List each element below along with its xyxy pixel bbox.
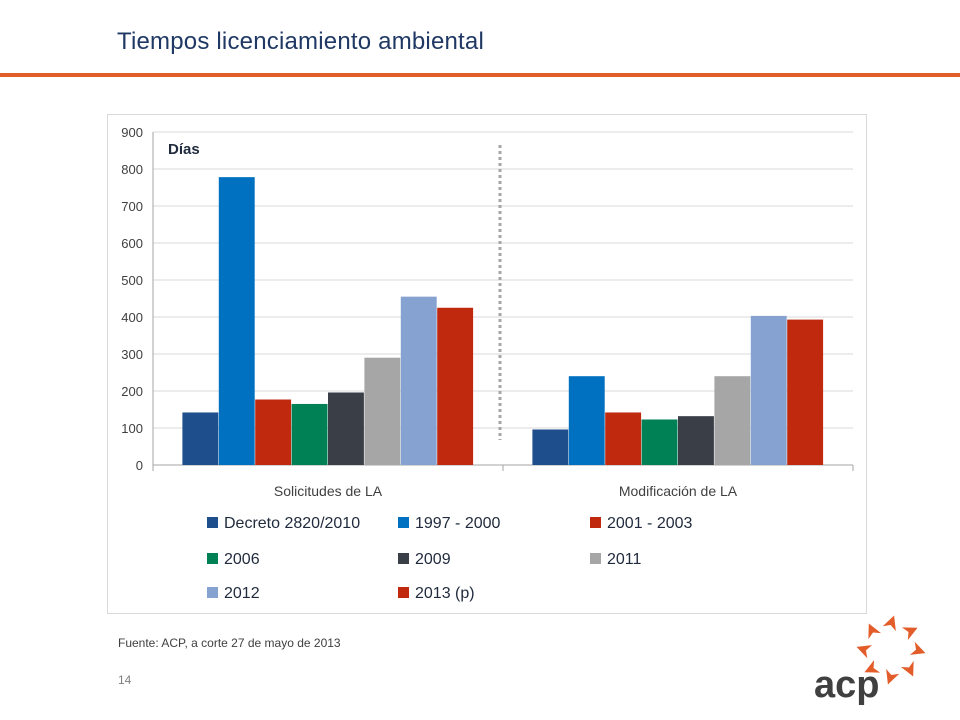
legend-swatch [398,587,409,598]
title-divider [0,73,960,77]
x-category-label: Modificación de LA [619,483,738,499]
bar [328,392,364,465]
legend-swatch [398,517,409,528]
source-note: Fuente: ACP, a corte 27 de mayo de 2013 [118,636,341,650]
bar [714,376,751,465]
bar [364,357,401,465]
legend-swatch [207,587,218,598]
y-tick-label: 100 [121,421,143,436]
bar [787,319,824,465]
acp-logo: acp [814,615,926,706]
logo-star [864,659,881,673]
bar [182,412,219,465]
bar [255,399,292,465]
y-tick-label: 400 [121,310,143,325]
bar [218,177,255,465]
legend-label: 2013 (p) [415,585,475,602]
y-tick-label: 700 [121,199,143,214]
bar [678,416,714,465]
y-tick-label: 0 [136,458,143,473]
page-number: 14 [118,673,132,687]
page-title: Tiempos licenciamiento ambiental [117,28,485,55]
y-tick-label: 600 [121,236,143,251]
gridlines [153,131,853,429]
y-tick-label: 900 [121,125,143,140]
logo-text: acp [814,664,879,706]
legend-label: 2012 [224,585,260,602]
legend: Decreto 2820/2010 1997 - 2000 2001 - 2003 2… [207,515,693,602]
bar [641,419,678,465]
bar [568,376,605,465]
legend-swatch [207,517,218,528]
legend-label: 1997 - 2000 [415,515,501,532]
legend-swatch [590,553,601,564]
legend-label: Decreto 2820/2010 [224,515,360,532]
legend-label: 2006 [224,551,260,568]
y-tick-label: 800 [121,162,143,177]
bar [291,403,328,465]
axes: 0 100 200 300 400 500 600 700 800 900 Solicitudes … [121,125,854,499]
logo-star [901,627,918,641]
bar [532,429,569,465]
bar [750,315,787,465]
logo-star [856,645,873,659]
logo-star [882,615,896,632]
y-tick-label: 200 [121,384,143,399]
logo-star [900,660,914,677]
logo-star [868,623,882,640]
legend-label: 2009 [415,551,451,568]
logo-star [909,641,926,655]
legend-swatch [590,517,601,528]
legend-swatch [207,553,218,564]
bars [182,177,824,465]
bar [400,296,437,465]
bar [605,412,642,465]
y-axis-label: Días [168,141,200,158]
x-category-label: Solicitudes de LA [274,483,383,499]
y-tick-label: 300 [121,347,143,362]
legend-label: 2001 - 2003 [607,515,693,532]
logo-star-ring-icon [856,615,926,685]
legend-label: 2011 [607,551,642,568]
legend-swatch [398,553,409,564]
y-tick-label: 500 [121,273,143,288]
bar [437,307,474,465]
logo-star [886,668,900,685]
